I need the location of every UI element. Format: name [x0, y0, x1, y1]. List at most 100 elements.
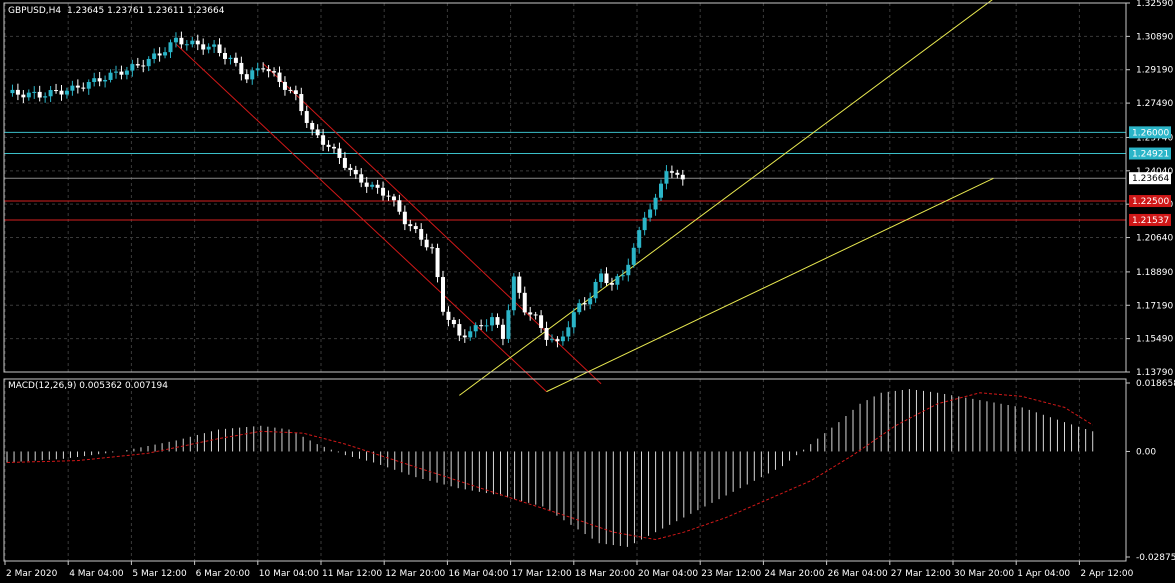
candle-body: [217, 44, 222, 54]
candle-body: [490, 317, 495, 326]
candle-body: [402, 211, 407, 225]
price-tick-label: 1.30890: [1136, 32, 1173, 42]
candle-body: [310, 122, 315, 130]
candle-body: [337, 148, 342, 158]
time-tick-label: 11 Mar 12:00: [322, 569, 382, 579]
candle-body: [10, 89, 15, 94]
candle-body: [92, 78, 97, 83]
candle-body: [397, 200, 402, 212]
candle-body: [233, 57, 238, 63]
candle-body: [223, 53, 227, 59]
candle-body: [282, 81, 287, 90]
channel-line: [546, 177, 994, 393]
ohlc-label: 1.23645 1.23761 1.23611 1.23664: [67, 6, 225, 16]
price-tick-label: 1.29190: [1136, 66, 1173, 76]
candle-body: [173, 37, 178, 43]
candle-body: [114, 71, 118, 73]
candle-body: [353, 169, 358, 175]
channel-line: [262, 63, 602, 385]
candle-body: [593, 281, 598, 299]
candle-body: [424, 239, 429, 248]
candle-body: [54, 90, 59, 92]
time-tick-label: 5 Mar 12:00: [132, 569, 187, 579]
candle-body: [473, 325, 478, 332]
candle-body: [582, 303, 587, 305]
candle-body: [48, 90, 53, 97]
candle-body: [631, 247, 636, 265]
candle-body: [201, 44, 206, 50]
time-tick-label: 2 Mar 2020: [6, 569, 58, 579]
candle-body: [479, 325, 484, 327]
candle-body: [386, 195, 391, 197]
candle-body: [261, 68, 266, 70]
price-tick-label: 1.17190: [1136, 301, 1173, 311]
price-tag-label: 1.21537: [1132, 216, 1169, 226]
candle-body: [70, 85, 75, 91]
price-tick-label: 1.32590: [1136, 0, 1173, 9]
candle-body: [560, 336, 565, 342]
candle-body: [430, 247, 435, 249]
price-tick-label: 1.24040: [1136, 167, 1173, 177]
price-tick-label: 1.13790: [1136, 368, 1173, 378]
candle-body: [680, 174, 685, 180]
candle-body: [495, 317, 500, 325]
candle-body: [288, 89, 293, 91]
candle-body: [266, 69, 271, 72]
candle-body: [451, 319, 456, 325]
macd-tick-label: -0.028758: [1136, 553, 1175, 563]
candle-body: [163, 52, 168, 56]
candle-body: [135, 64, 140, 66]
candle-body: [419, 229, 424, 240]
candle-body: [588, 298, 593, 305]
time-tick-label: 12 Mar 20:00: [385, 569, 445, 579]
candle-body: [37, 91, 42, 98]
candle-body: [539, 315, 544, 328]
candle-body: [277, 72, 282, 82]
candle-body: [468, 331, 473, 338]
candle-body: [130, 64, 135, 71]
time-tick-label: 10 Mar 04:00: [259, 569, 319, 579]
candle-body: [315, 129, 320, 136]
symbol-label: GBPUSD,H4: [8, 6, 61, 16]
candle-body: [408, 224, 413, 227]
candle-body: [81, 87, 86, 89]
time-axis: 2 Mar 2020 4 Mar 04:00 5 Mar 12:00 6 Mar 20…: [4, 561, 1134, 579]
candle-body: [642, 217, 647, 231]
candle-body: [571, 312, 576, 328]
candle-body: [190, 40, 195, 45]
price-tag-bg: [1129, 126, 1171, 139]
macd-signal-line: [6, 392, 1093, 541]
candle-body: [15, 89, 20, 95]
price-tags: 1.26000 1.24921 1.23664 1.22500 1.21537: [1129, 126, 1171, 226]
candle-body: [659, 183, 663, 198]
candle-body: [212, 44, 217, 47]
main-pane-frame: [3, 2, 1127, 373]
trend-channels: [175, 0, 994, 396]
price-tick-label: 1.20640: [1136, 234, 1173, 244]
candle-body: [381, 187, 386, 196]
candle-body: [304, 111, 309, 123]
price-tag-bg: [1129, 147, 1171, 160]
candle-body: [664, 171, 669, 184]
time-tick-label: 20 Mar 04:00: [638, 569, 698, 579]
candle-body: [506, 310, 511, 339]
candle-body: [244, 74, 249, 80]
candle-body: [103, 79, 108, 82]
candle-body: [609, 283, 614, 285]
time-tick-label: 30 Mar 20:00: [954, 569, 1014, 579]
candle-body: [32, 91, 37, 93]
price-tag-bg: [1129, 213, 1171, 226]
candle-body: [108, 72, 113, 80]
macd-tick-label: 0.00: [1136, 447, 1156, 457]
price-tick-label: 1.15490: [1136, 335, 1173, 345]
candle-body: [293, 90, 298, 95]
candle-body: [511, 276, 516, 311]
time-tick-label: 26 Mar 04:00: [828, 569, 888, 579]
candle-body: [669, 171, 674, 173]
candle-body: [675, 172, 680, 175]
price-tag-bg: [1129, 195, 1171, 208]
candle-body: [348, 167, 353, 170]
candle-body: [413, 226, 418, 230]
time-tick-label: 23 Mar 12:00: [701, 569, 761, 579]
price-tag-label: 1.23664: [1132, 174, 1169, 184]
